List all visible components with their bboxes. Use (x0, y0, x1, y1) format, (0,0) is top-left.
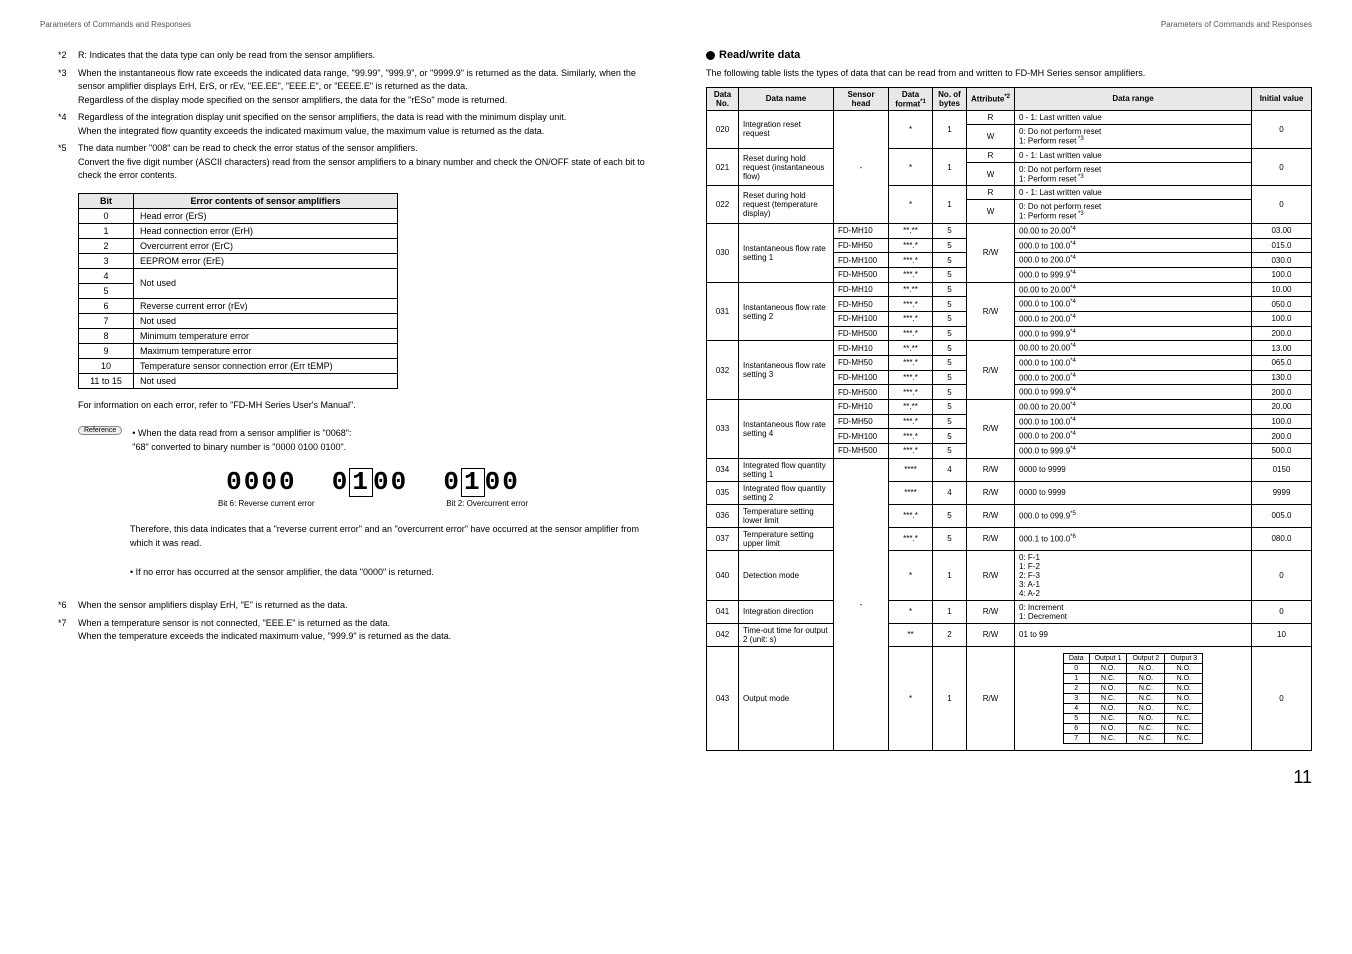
table-row: 032Instantaneous flow rate setting 3FD-M… (707, 341, 1312, 356)
table-row: 041Integration direction*1R/W0: Incremen… (707, 600, 1312, 623)
binary-label-right: Bit 2: Overcurrent error (446, 499, 528, 508)
table-row: 0Head error (ErS) (79, 208, 398, 223)
th-format: Data format*1 (889, 87, 933, 111)
table-row: 033Instantaneous flow rate setting 4FD-M… (707, 400, 1312, 415)
main-data-table: Data No. Data name Sensor head Data form… (706, 87, 1312, 751)
footnote: *7When a temperature sensor is not conne… (58, 617, 646, 644)
table-row: 035Integrated flow quantity setting 2***… (707, 481, 1312, 504)
table-row: 10Temperature sensor connection error (E… (79, 358, 398, 373)
table-row: 11 to 15Not used (79, 373, 398, 388)
footnote: *2R: Indicates that the data type can on… (58, 49, 646, 63)
error-table: Bit Error contents of sensor amplifiers … (78, 193, 398, 389)
table-row: 7Not used (79, 313, 398, 328)
table-row: 036Temperature setting lower limit***.*5… (707, 504, 1312, 527)
output-mode-subtable: DataOutput 1Output 2Output 30N.O.N.O.N.O… (1063, 653, 1203, 744)
reference-badge: Reference (78, 426, 122, 435)
table-row: 022Reset during hold request (temperatur… (707, 186, 1312, 200)
binary-figure: 0000 0100 0100 Bit 6: Reverse current er… (100, 467, 646, 508)
no-error-bullet: • If no error has occurred at the sensor… (130, 565, 646, 579)
err-th-bit: Bit (79, 193, 134, 208)
footnote: *3When the instantaneous flow rate excee… (58, 67, 646, 108)
th-init: Initial value (1252, 87, 1312, 111)
rw-intro: The following table lists the types of d… (706, 67, 1312, 81)
table-row: 2Overcurrent error (ErC) (79, 238, 398, 253)
table-row: 020Integration reset request-*1R0 - 1: L… (707, 111, 1312, 125)
table-row: 042Time-out time for output 2 (unit: s)*… (707, 623, 1312, 646)
th-no: Data No. (707, 87, 739, 111)
th-bytes: No. of bytes (933, 87, 967, 111)
left-header: Parameters of Commands and Responses (40, 20, 646, 29)
right-header: Parameters of Commands and Responses (706, 20, 1312, 29)
binary-label-left: Bit 6: Reverse current error (218, 499, 314, 508)
table-row: 043Output mode*1R/WDataOutput 1Output 2O… (707, 646, 1312, 750)
table-row: 4Not used (79, 268, 398, 283)
table-row: 034Integrated flow quantity setting 1-**… (707, 458, 1312, 481)
table-row: 021Reset during hold request (instantane… (707, 148, 1312, 162)
table-row: 1Head connection error (ErH) (79, 223, 398, 238)
th-head: Sensor head (834, 87, 889, 111)
table-row: 030Instantaneous flow rate setting 1FD-M… (707, 224, 1312, 239)
table-row: 031Instantaneous flow rate setting 2FD-M… (707, 282, 1312, 297)
footnote: *4Regardless of the integration display … (58, 111, 646, 138)
footnotes-bottom: *6When the sensor amplifiers display ErH… (58, 599, 646, 644)
table-row: 3EEPROM error (ErE) (79, 253, 398, 268)
page-number: 11 (0, 761, 1352, 798)
err-th-desc: Error contents of sensor amplifiers (134, 193, 398, 208)
table-row: 037Temperature setting upper limit***.*5… (707, 527, 1312, 550)
after-binary-text: Therefore, this data indicates that a "r… (130, 522, 646, 551)
table-row: 9Maximum temperature error (79, 343, 398, 358)
reference-text: • When the data read from a sensor ampli… (132, 426, 351, 455)
footnote: *6When the sensor amplifiers display ErH… (58, 599, 646, 613)
table-row: 8Minimum temperature error (79, 328, 398, 343)
th-name: Data name (739, 87, 834, 111)
rw-section-title: Read/write data (706, 49, 1312, 61)
after-error-table: For information on each error, refer to … (78, 399, 646, 413)
footnotes-top: *2R: Indicates that the data type can on… (58, 49, 646, 183)
table-row: 6Reverse current error (rEv) (79, 298, 398, 313)
th-range: Data range (1015, 87, 1252, 111)
th-attr: Attribute*2 (967, 87, 1015, 111)
table-row: 040Detection mode*1R/W0: F-1 1: F-2 2: F… (707, 550, 1312, 600)
footnote: *5The data number "008" can be read to c… (58, 142, 646, 183)
